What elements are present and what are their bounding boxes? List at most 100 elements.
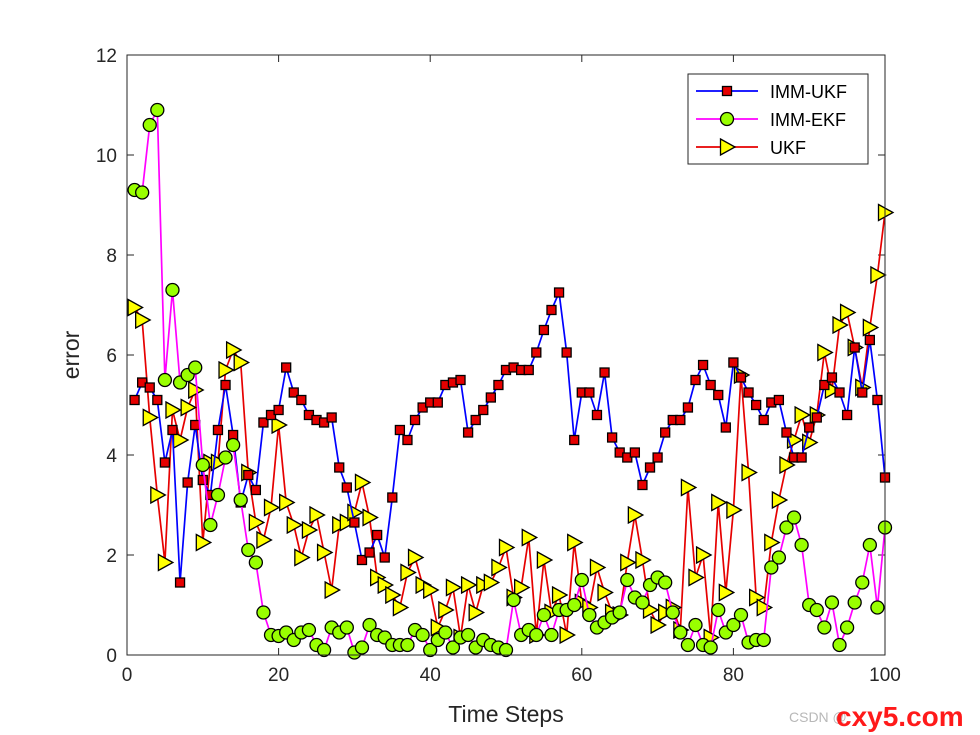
data-point-imm-ukf	[402, 434, 413, 446]
data-point-imm-ekf	[665, 605, 680, 620]
data-point-ukf	[567, 533, 584, 552]
y-tick-label: 2	[106, 546, 117, 567]
data-point-ukf	[468, 603, 486, 622]
data-point-imm-ekf	[188, 360, 203, 375]
data-point-imm-ukf	[728, 357, 739, 368]
data-point-imm-ukf	[705, 379, 716, 391]
data-point-imm-ekf	[794, 537, 809, 553]
data-point-ukf	[817, 343, 834, 362]
data-point-ukf	[514, 578, 531, 597]
data-point-ukf	[764, 533, 781, 552]
data-point-ukf	[877, 203, 895, 222]
data-point-imm-ukf	[523, 364, 534, 376]
data-point-imm-ekf	[870, 600, 885, 615]
data-point-imm-ukf	[546, 304, 557, 316]
data-point-ukf	[263, 498, 281, 517]
data-point-imm-ukf	[129, 394, 140, 406]
data-point-imm-ukf	[872, 394, 883, 406]
y-axis-label: error	[58, 330, 84, 379]
data-point-ukf	[279, 493, 296, 512]
data-point-imm-ukf	[750, 399, 762, 411]
data-point-imm-ekf	[862, 537, 877, 553]
data-point-imm-ukf	[553, 287, 565, 298]
data-point-ukf	[521, 528, 539, 547]
x-tick-label: 100	[869, 665, 901, 686]
data-point-ukf	[309, 505, 326, 525]
data-point-ukf	[680, 478, 698, 497]
data-point-imm-ekf	[498, 642, 514, 658]
data-point-imm-ekf	[460, 627, 476, 643]
data-point-imm-ekf	[847, 595, 862, 610]
data-point-imm-ukf	[356, 554, 368, 566]
data-point-imm-ekf	[817, 620, 832, 635]
data-point-ukf	[392, 598, 410, 617]
data-point-imm-ukf	[478, 404, 489, 416]
data-point-imm-ekf	[756, 632, 771, 648]
tick-labels: 0 20 40 60 80 100 0 2 4 6 8 10 12	[96, 46, 901, 686]
legend-entry: UKF	[696, 137, 806, 158]
data-point-ukf	[726, 500, 743, 520]
y-tick-label: 4	[106, 446, 117, 467]
data-point-imm-ukf	[606, 432, 618, 443]
x-axis-label: Time Steps	[448, 701, 563, 727]
data-point-imm-ekf	[438, 625, 453, 640]
data-point-imm-ukf	[652, 452, 663, 463]
data-point-imm-ekf	[771, 550, 787, 565]
data-point-imm-ekf	[225, 437, 241, 453]
data-point-ukf	[324, 580, 342, 600]
data-point-imm-ekf	[233, 492, 248, 508]
data-point-imm-ukf	[167, 424, 178, 436]
data-point-ukf	[741, 463, 758, 482]
series-imm-ukf	[129, 287, 891, 588]
data-point-imm-ukf	[281, 362, 292, 373]
data-point-imm-ukf	[629, 447, 641, 458]
data-point-imm-ekf	[711, 602, 726, 618]
data-point-ukf	[688, 568, 705, 587]
data-point-imm-ukf	[212, 424, 224, 436]
data-point-imm-ukf	[190, 419, 201, 431]
data-point-ukf	[551, 585, 569, 605]
data-point-imm-ukf	[485, 392, 496, 403]
watermark-csdn: CSDN @	[789, 709, 847, 725]
data-point-imm-ekf	[301, 622, 317, 638]
legend-label: UKF	[770, 138, 806, 158]
data-point-imm-ekf	[779, 520, 794, 535]
data-point-ukf	[142, 408, 160, 427]
data-point-imm-ekf	[248, 555, 264, 570]
legend-label: IMM-UKF	[770, 82, 847, 102]
data-point-imm-ukf	[250, 484, 262, 496]
data-point-ukf	[407, 548, 425, 567]
data-point-imm-ukf	[341, 482, 352, 493]
y-tick-label: 0	[106, 646, 117, 667]
data-point-imm-ekf	[567, 597, 582, 613]
data-point-ukf	[627, 505, 645, 525]
data-point-imm-ekf	[574, 572, 589, 588]
data-point-imm-ukf	[379, 552, 390, 563]
legend-marker	[719, 111, 735, 127]
data-point-imm-ekf	[203, 517, 218, 533]
x-tick-label: 80	[723, 665, 744, 686]
data-point-imm-ukf	[637, 479, 648, 491]
data-point-imm-ukf	[493, 379, 504, 391]
data-point-imm-ukf	[682, 402, 694, 413]
y-tick-label: 8	[106, 246, 117, 267]
data-point-imm-ukf	[599, 367, 610, 378]
data-point-imm-ekf	[150, 102, 165, 118]
data-point-imm-ekf	[529, 627, 544, 643]
data-point-imm-ekf	[658, 575, 673, 590]
data-point-imm-ekf	[415, 627, 430, 643]
data-point-imm-ukf	[644, 462, 656, 473]
data-point-imm-ukf	[182, 477, 193, 488]
data-point-imm-ukf	[220, 379, 231, 391]
data-point-imm-ukf	[432, 397, 443, 408]
data-point-ukf	[286, 515, 304, 535]
data-point-ukf	[779, 455, 796, 475]
data-point-ukf	[695, 545, 713, 565]
data-point-imm-ukf	[258, 417, 269, 428]
data-point-imm-ukf	[690, 374, 701, 386]
data-point-imm-ukf	[394, 424, 406, 436]
data-point-imm-ukf	[811, 412, 822, 423]
data-point-imm-ekf	[544, 627, 559, 643]
legend-entry: IMM-EKF	[696, 110, 846, 130]
data-point-ukf	[354, 473, 372, 492]
